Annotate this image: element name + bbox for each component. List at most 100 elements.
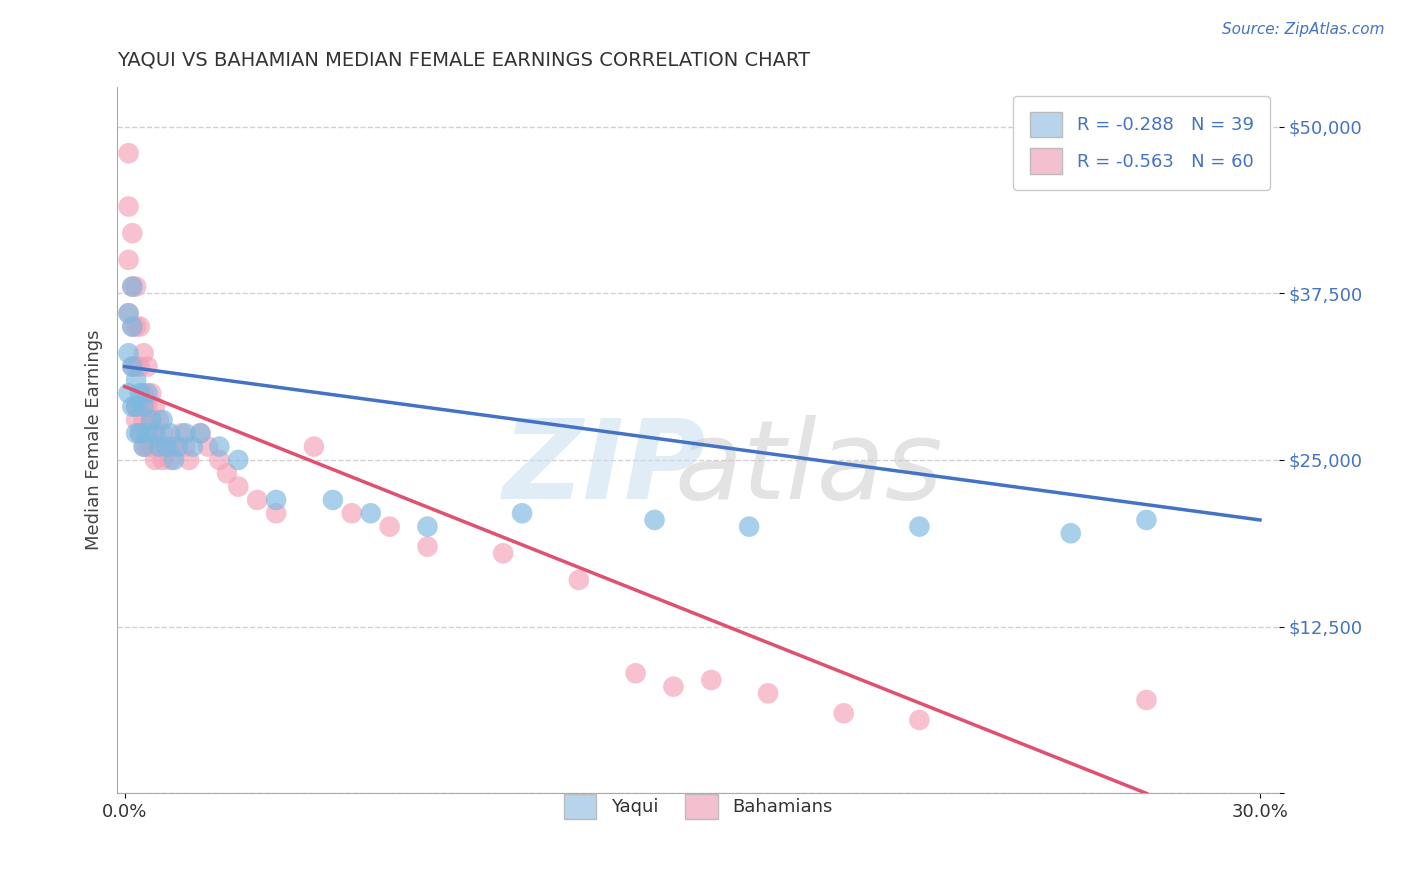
Point (492, 546, 515, 560)
Point (166, 440, 188, 454)
Point (132, 386, 155, 401)
Text: Source: ZipAtlas.com: Source: ZipAtlas.com (1222, 22, 1385, 37)
Point (125, 359, 148, 374)
Point (121, 319, 143, 334)
Point (568, 573, 591, 587)
Point (117, 306, 139, 320)
Text: ZIP: ZIP (503, 415, 707, 522)
Point (121, 319, 143, 334)
Point (141, 386, 163, 401)
Point (117, 306, 139, 320)
Point (143, 453, 166, 467)
Text: atlas: atlas (673, 415, 943, 522)
Point (128, 426, 150, 441)
Point (163, 440, 186, 454)
Point (117, 346, 139, 360)
Point (117, 386, 139, 401)
Point (136, 400, 159, 414)
Point (143, 426, 166, 441)
Legend: Yaqui, Bahamians: Yaqui, Bahamians (550, 780, 846, 834)
Text: YAQUI VS BAHAMIAN MEDIAN FEMALE EARNINGS CORRELATION CHART: YAQUI VS BAHAMIAN MEDIAN FEMALE EARNINGS… (117, 51, 810, 70)
Point (174, 426, 197, 441)
Point (340, 506, 363, 520)
Point (125, 279, 148, 293)
Point (174, 440, 197, 454)
Point (141, 440, 163, 454)
Point (177, 453, 200, 467)
Point (141, 413, 163, 427)
Point (136, 359, 159, 374)
Point (510, 506, 533, 520)
Point (136, 386, 159, 401)
Point (264, 492, 287, 507)
Point (121, 226, 143, 240)
Point (624, 666, 647, 681)
Point (181, 440, 204, 454)
Point (128, 426, 150, 441)
Point (170, 426, 193, 441)
Point (128, 359, 150, 374)
Point (832, 706, 855, 721)
Point (208, 453, 231, 467)
Point (125, 426, 148, 441)
Point (121, 400, 143, 414)
Point (190, 426, 212, 441)
Point (360, 506, 382, 520)
Point (322, 492, 344, 507)
Point (125, 319, 148, 334)
Point (644, 513, 666, 527)
Point (700, 673, 723, 687)
Point (155, 440, 177, 454)
Point (155, 440, 177, 454)
Point (662, 680, 685, 694)
Point (117, 200, 139, 214)
Point (132, 346, 155, 360)
Point (125, 400, 148, 414)
Point (136, 440, 159, 454)
Point (148, 440, 170, 454)
Point (159, 453, 181, 467)
Point (226, 453, 249, 467)
Point (908, 519, 931, 533)
Point (908, 713, 931, 727)
Point (121, 359, 143, 374)
Point (378, 519, 401, 533)
Point (136, 426, 159, 441)
Point (121, 279, 143, 293)
Point (246, 492, 269, 507)
Point (302, 440, 325, 454)
Point (152, 453, 174, 467)
Point (125, 373, 148, 387)
Point (1135, 693, 1157, 707)
Point (117, 146, 139, 161)
Point (148, 440, 170, 454)
Point (128, 386, 150, 401)
Point (163, 453, 186, 467)
Point (132, 400, 155, 414)
Point (738, 519, 761, 533)
Point (215, 467, 238, 481)
Point (132, 440, 155, 454)
Point (128, 400, 150, 414)
Point (121, 279, 143, 293)
Point (148, 413, 170, 427)
Point (208, 440, 231, 454)
Point (226, 480, 249, 494)
Point (190, 426, 212, 441)
Point (141, 413, 163, 427)
Point (121, 359, 143, 374)
Point (1060, 526, 1083, 541)
Point (756, 686, 779, 700)
Point (152, 413, 174, 427)
Point (132, 440, 155, 454)
Point (159, 426, 181, 441)
Point (125, 413, 148, 427)
Point (416, 519, 439, 533)
Point (152, 426, 174, 441)
Y-axis label: Median Female Earnings: Median Female Earnings (86, 330, 103, 550)
Point (1135, 513, 1157, 527)
Point (117, 252, 139, 267)
Point (143, 426, 166, 441)
Point (197, 440, 219, 454)
Point (125, 400, 148, 414)
